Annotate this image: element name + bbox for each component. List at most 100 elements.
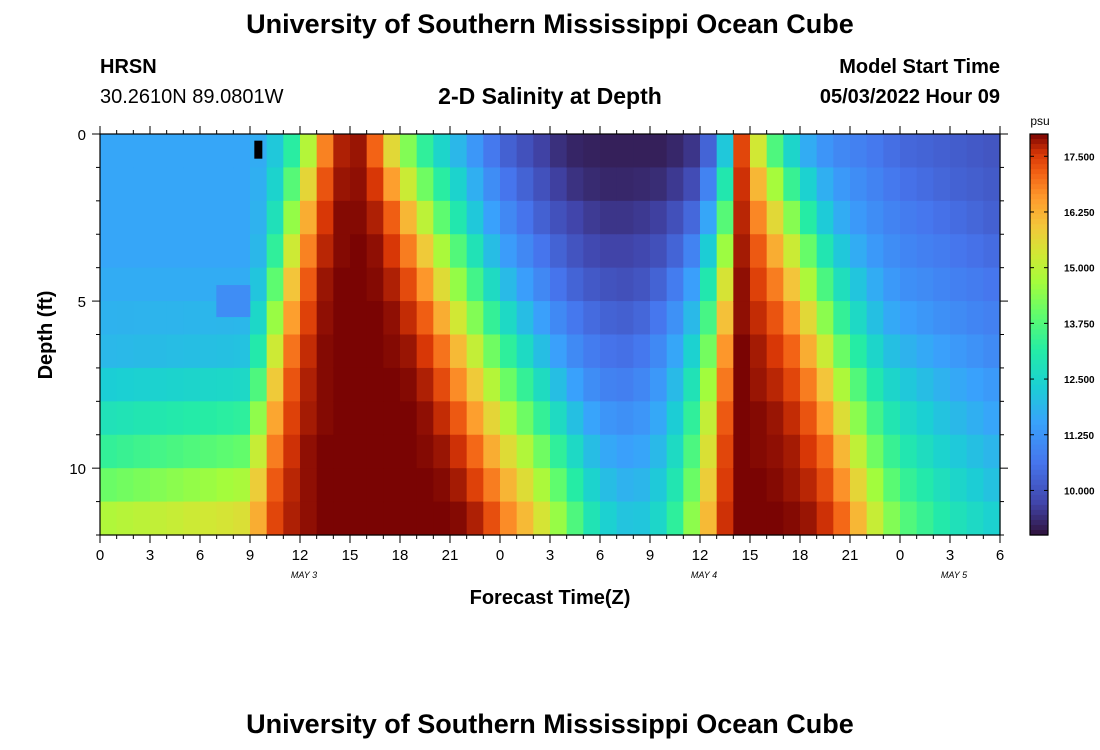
heatmap-cell [500,334,518,369]
heatmap-cell [900,434,918,469]
heatmap-cell [216,501,234,536]
heatmap-cell [600,334,618,369]
heatmap-cell [250,468,268,503]
x-tick-label: 0 [896,547,904,564]
heatmap-cell [200,501,218,536]
colorbar-segment [1030,529,1048,536]
heatmap-cell [716,200,734,235]
heatmap-cell [466,167,484,202]
heatmap-cell [783,468,801,503]
heatmap-cell [366,134,384,169]
heatmap-cell [166,501,184,536]
heatmap-cell [766,301,784,336]
heatmap-cell [783,234,801,269]
heatmap-cell [766,367,784,402]
heatmap-cell [850,501,868,536]
heatmap-cell [100,367,118,402]
heatmap-cell [466,334,484,369]
heatmap-cell [150,267,168,302]
heatmap-cell [616,134,634,169]
heatmap-cell [550,234,568,269]
heatmap-cell [733,434,751,469]
heatmap-cell [866,167,884,202]
heatmap-cell [150,301,168,336]
heatmap-cell [150,367,168,402]
colorbar-segment [1030,459,1048,466]
heatmap-cell [366,334,384,369]
x-tick-label: 0 [496,547,504,564]
colorbar-tick-label: 12.500 [1064,375,1095,386]
heatmap-cell [100,401,118,436]
heatmap-cell [966,267,984,302]
heatmap-cell [433,234,451,269]
heatmap-cell [750,301,768,336]
heatmap-cell [433,134,451,169]
heatmap-cell [766,234,784,269]
colorbar-segment [1030,154,1048,160]
heatmap-cell [166,267,184,302]
heatmap-cell [816,367,834,402]
heatmap-cell [800,434,818,469]
heatmap-cell [766,468,784,503]
heatmap-cell [583,367,601,402]
heatmap-cell [783,267,801,302]
heatmap-cell [850,434,868,469]
station-coordinates: 30.2610N 89.0801W [100,86,284,108]
heatmap-cell [816,334,834,369]
heatmap-cell [800,501,818,536]
heatmap-cell [350,501,368,536]
heatmap-cell [433,334,451,369]
heatmap-cell [283,367,301,402]
heatmap-cell [550,301,568,336]
heatmap-cell [933,134,951,169]
heatmap-cell [716,367,734,402]
heatmap-cell [116,167,134,202]
heatmap-cell [100,301,118,336]
heatmap-cell [616,468,634,503]
colorbar-tick-label: 10.000 [1064,486,1095,497]
heatmap-cell [400,167,418,202]
heatmap-cell [700,468,718,503]
heatmap-cell [416,434,434,469]
colorbar-ticks: 10.000 11.250 12.500 13.750 15.000 16.250 17.5… [1030,152,1095,497]
heatmap-cell [183,401,201,436]
heatmap-cell [200,434,218,469]
heatmap-cell [866,301,884,336]
heatmap-cell [216,134,234,169]
heatmap-cell [500,234,518,269]
heatmap-cell [600,200,618,235]
heatmap-cell [983,468,1001,503]
date-label: MAY 4 [691,570,717,580]
heatmap-cell [333,301,351,336]
colorbar-segment [1030,384,1048,391]
heatmap-cell [616,501,634,536]
heatmap-cell [466,200,484,235]
heatmap-cell [900,234,918,269]
x-tick-label: 12 [692,547,709,564]
heatmap-cell [233,501,251,536]
date-label: MAY 5 [941,570,968,580]
heatmap-cell [566,234,584,269]
heatmap-cells [100,134,1001,536]
heatmap-cell [250,200,268,235]
heatmap-cell [683,401,701,436]
heatmap-cell [266,401,284,436]
heatmap-cell [233,134,251,169]
heatmap-cell [616,401,634,436]
heatmap-cell [800,267,818,302]
colorbar-tick-label: 11.250 [1064,431,1094,442]
heatmap-cell [900,167,918,202]
heatmap-cell [483,367,501,402]
heatmap-cell [216,401,234,436]
heatmap-cell [416,367,434,402]
heatmap-cell [983,401,1001,436]
colorbar-segment [1030,474,1048,481]
heatmap-cell [283,267,301,302]
heatmap-cell [733,401,751,436]
heatmap-cell [150,501,168,536]
heatmap-cell [466,434,484,469]
heatmap-cell [733,234,751,269]
heatmap-cell [933,334,951,369]
heatmap-cell [750,167,768,202]
heatmap-cell [383,167,401,202]
